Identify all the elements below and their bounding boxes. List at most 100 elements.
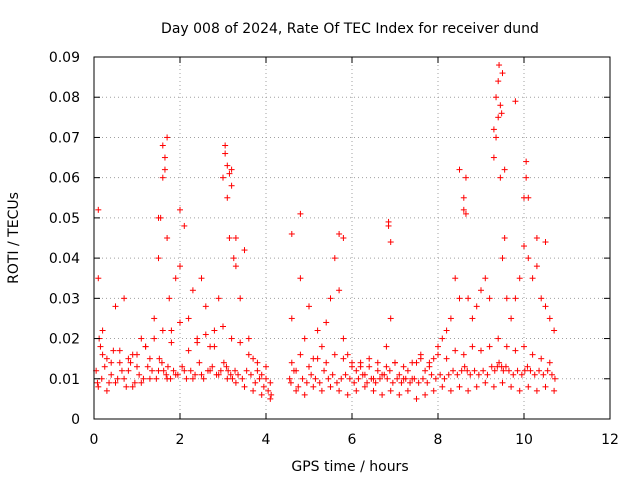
data-point [131,379,138,386]
data-point [217,367,224,374]
data-point [103,387,110,394]
data-point [501,166,508,173]
data-point [227,371,234,378]
chart-title: Day 008 of 2024, Rate Of TEC Index for r… [161,21,539,37]
data-point [551,387,558,394]
data-point [486,343,493,350]
data-point [430,355,437,362]
data-point [422,367,429,374]
data-point [404,367,411,374]
data-point [503,295,510,302]
data-point [340,355,347,362]
data-point [415,379,422,386]
data-point [499,255,506,262]
data-point [161,166,168,173]
data-point [164,375,171,382]
data-point [417,355,424,362]
data-point [389,379,396,386]
data-point [361,383,368,390]
data-point [546,359,553,366]
data-point [462,174,469,181]
data-point [460,351,467,358]
data-point [499,70,506,77]
data-point [478,347,484,354]
data-point [235,371,242,378]
data-point [110,347,117,354]
data-point [164,134,171,141]
data-point [491,367,498,374]
data-point [510,371,517,378]
data-point [372,379,379,386]
data-point [318,343,325,350]
data-point [146,355,153,362]
data-point [478,287,484,294]
data-point [533,235,540,241]
data-point [428,371,435,378]
x-tick-label: 6 [348,432,357,448]
data-point [441,375,448,382]
data-point [386,367,393,374]
data-point [331,255,338,262]
data-point [94,379,101,386]
data-point [114,375,121,382]
data-point [462,210,469,217]
data-point [496,359,503,366]
data-point [297,210,304,217]
data-point [542,303,549,310]
data-point [286,375,293,382]
data-point [172,275,179,282]
data-point [112,303,119,310]
data-point [288,359,295,366]
data-point [439,383,446,390]
data-point [224,162,231,169]
data-point [542,383,549,390]
data-point [185,347,192,354]
data-point [490,383,497,390]
data-point [533,387,540,394]
data-point [263,363,269,370]
data-point [518,371,525,378]
data-point [155,214,162,221]
data-point [516,387,523,394]
data-point [95,206,102,213]
data-point [486,295,493,302]
data-point [170,367,177,374]
data-point [464,367,471,374]
data-point [368,375,375,382]
data-point [288,230,295,237]
data-point [404,387,411,394]
data-point [533,263,540,270]
data-point [400,363,407,370]
data-point [159,327,166,334]
data-point [202,331,209,338]
x-tick-label: 0 [90,432,99,448]
data-point [164,363,171,370]
data-point [458,367,465,374]
data-point [475,371,482,378]
data-point [252,379,259,386]
data-point [136,371,143,378]
data-point [531,371,538,378]
data-point [495,78,502,85]
data-point [392,359,398,366]
data-point [376,375,383,382]
data-point [179,363,186,370]
data-point [413,395,420,402]
data-point [355,375,362,382]
data-point [366,355,373,362]
data-point [108,371,115,378]
data-point [396,371,403,378]
data-point [536,367,543,374]
data-point [353,367,360,374]
data-point [125,355,132,362]
data-point [306,363,312,370]
data-point [447,315,454,322]
data-point [336,387,343,394]
data-point [456,166,463,173]
data-point [482,275,489,282]
data-point [512,98,519,105]
data-point [387,315,394,322]
data-point [159,174,166,181]
data-point [538,295,545,302]
data-point [189,375,196,382]
